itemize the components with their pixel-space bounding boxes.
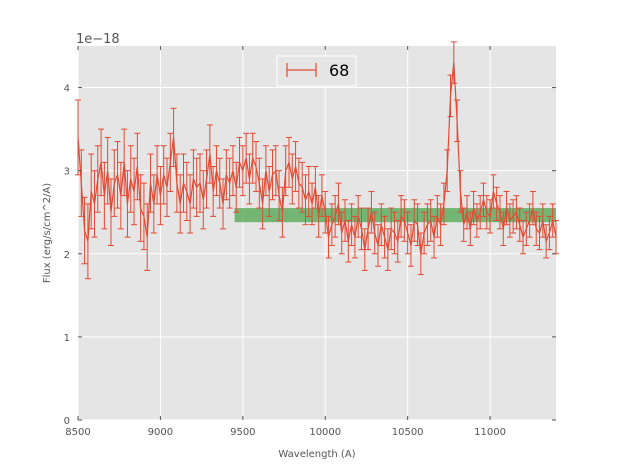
y-axis-label: Flux (erg/s/cm^2/A) (42, 183, 53, 283)
y-tick-label: 1 (64, 333, 70, 344)
y-tick-label: 3 (64, 167, 70, 178)
x-tick-label: 8500 (65, 427, 90, 438)
tick-marks (77, 46, 556, 421)
plot-background (78, 46, 556, 420)
x-tick-label: 10500 (392, 427, 424, 438)
x-tick-label: 10000 (309, 427, 341, 438)
y-offset-label: 1e−18 (76, 32, 120, 47)
highlight-band (234, 208, 556, 223)
y-tick-label: 4 (64, 84, 70, 95)
y-tick-label: 2 (64, 250, 70, 261)
x-tick-label: 9000 (148, 427, 173, 438)
x-axis-label: Wavelength (A) (278, 449, 355, 460)
legend: 68 (276, 55, 357, 87)
legend-marker-errorbar-icon (286, 63, 317, 77)
legend-entry-label: 68 (329, 61, 349, 80)
series-line (77, 62, 557, 254)
tick-labels: 8500 9000 9500 10000 10500 11000 0 1 2 3 4 (64, 84, 506, 438)
x-tick-label: 9500 (230, 427, 255, 438)
x-tick-label: 11000 (474, 427, 506, 438)
series-group (75, 41, 559, 280)
y-tick-label: 0 (64, 416, 70, 427)
continuum-band (234, 208, 556, 223)
